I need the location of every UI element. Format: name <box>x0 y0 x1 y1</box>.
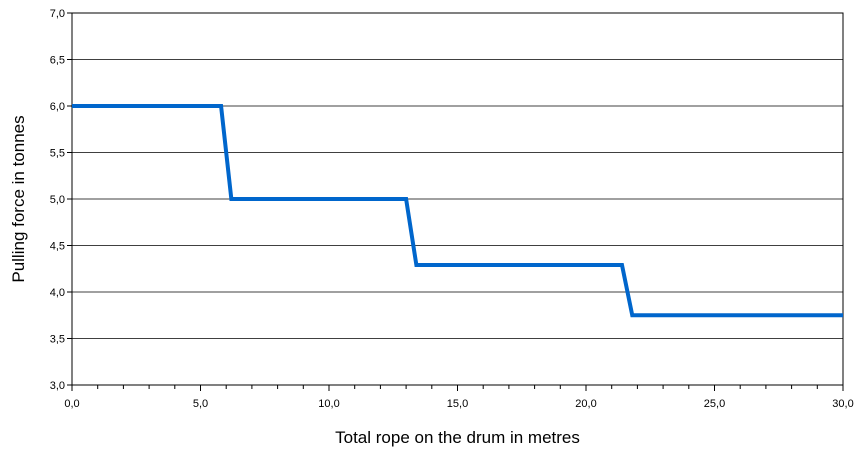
x-axis-ticks: 0,0 5,0 10,0 15,0 20,0 25,0 30,0 <box>64 385 854 410</box>
x-tick-label: 15,0 <box>447 398 468 410</box>
y-tick-label: 7,0 <box>50 8 65 20</box>
y-tick-label: 4,0 <box>50 287 65 299</box>
y-tick-label: 4,5 <box>50 241 65 253</box>
y-tick-label: 3,0 <box>50 380 65 392</box>
y-tick-label: 3,5 <box>50 334 65 346</box>
y-tick-label: 6,5 <box>50 55 65 67</box>
y-axis-ticks: 3,0 3,5 4,0 4,5 5,0 5,5 6,0 6,5 7,0 <box>50 8 72 392</box>
grid-lines <box>72 59 843 339</box>
series-group <box>72 104 843 318</box>
y-tick-label: 5,5 <box>50 148 65 160</box>
x-tick-label: 25,0 <box>704 398 725 410</box>
x-axis-title: Total rope on the drum in metres <box>335 428 580 447</box>
x-tick-label: 30,0 <box>832 398 853 410</box>
x-tick-label: 5,0 <box>193 398 208 410</box>
x-tick-label: 0,0 <box>64 398 79 410</box>
y-tick-label: 5,0 <box>50 194 65 206</box>
x-tick-label: 10,0 <box>318 398 339 410</box>
x-tick-label: 20,0 <box>575 398 596 410</box>
y-tick-label: 6,0 <box>50 101 65 113</box>
series-line <box>72 104 843 318</box>
y-axis-title: Pulling force in tonnes <box>9 115 28 282</box>
